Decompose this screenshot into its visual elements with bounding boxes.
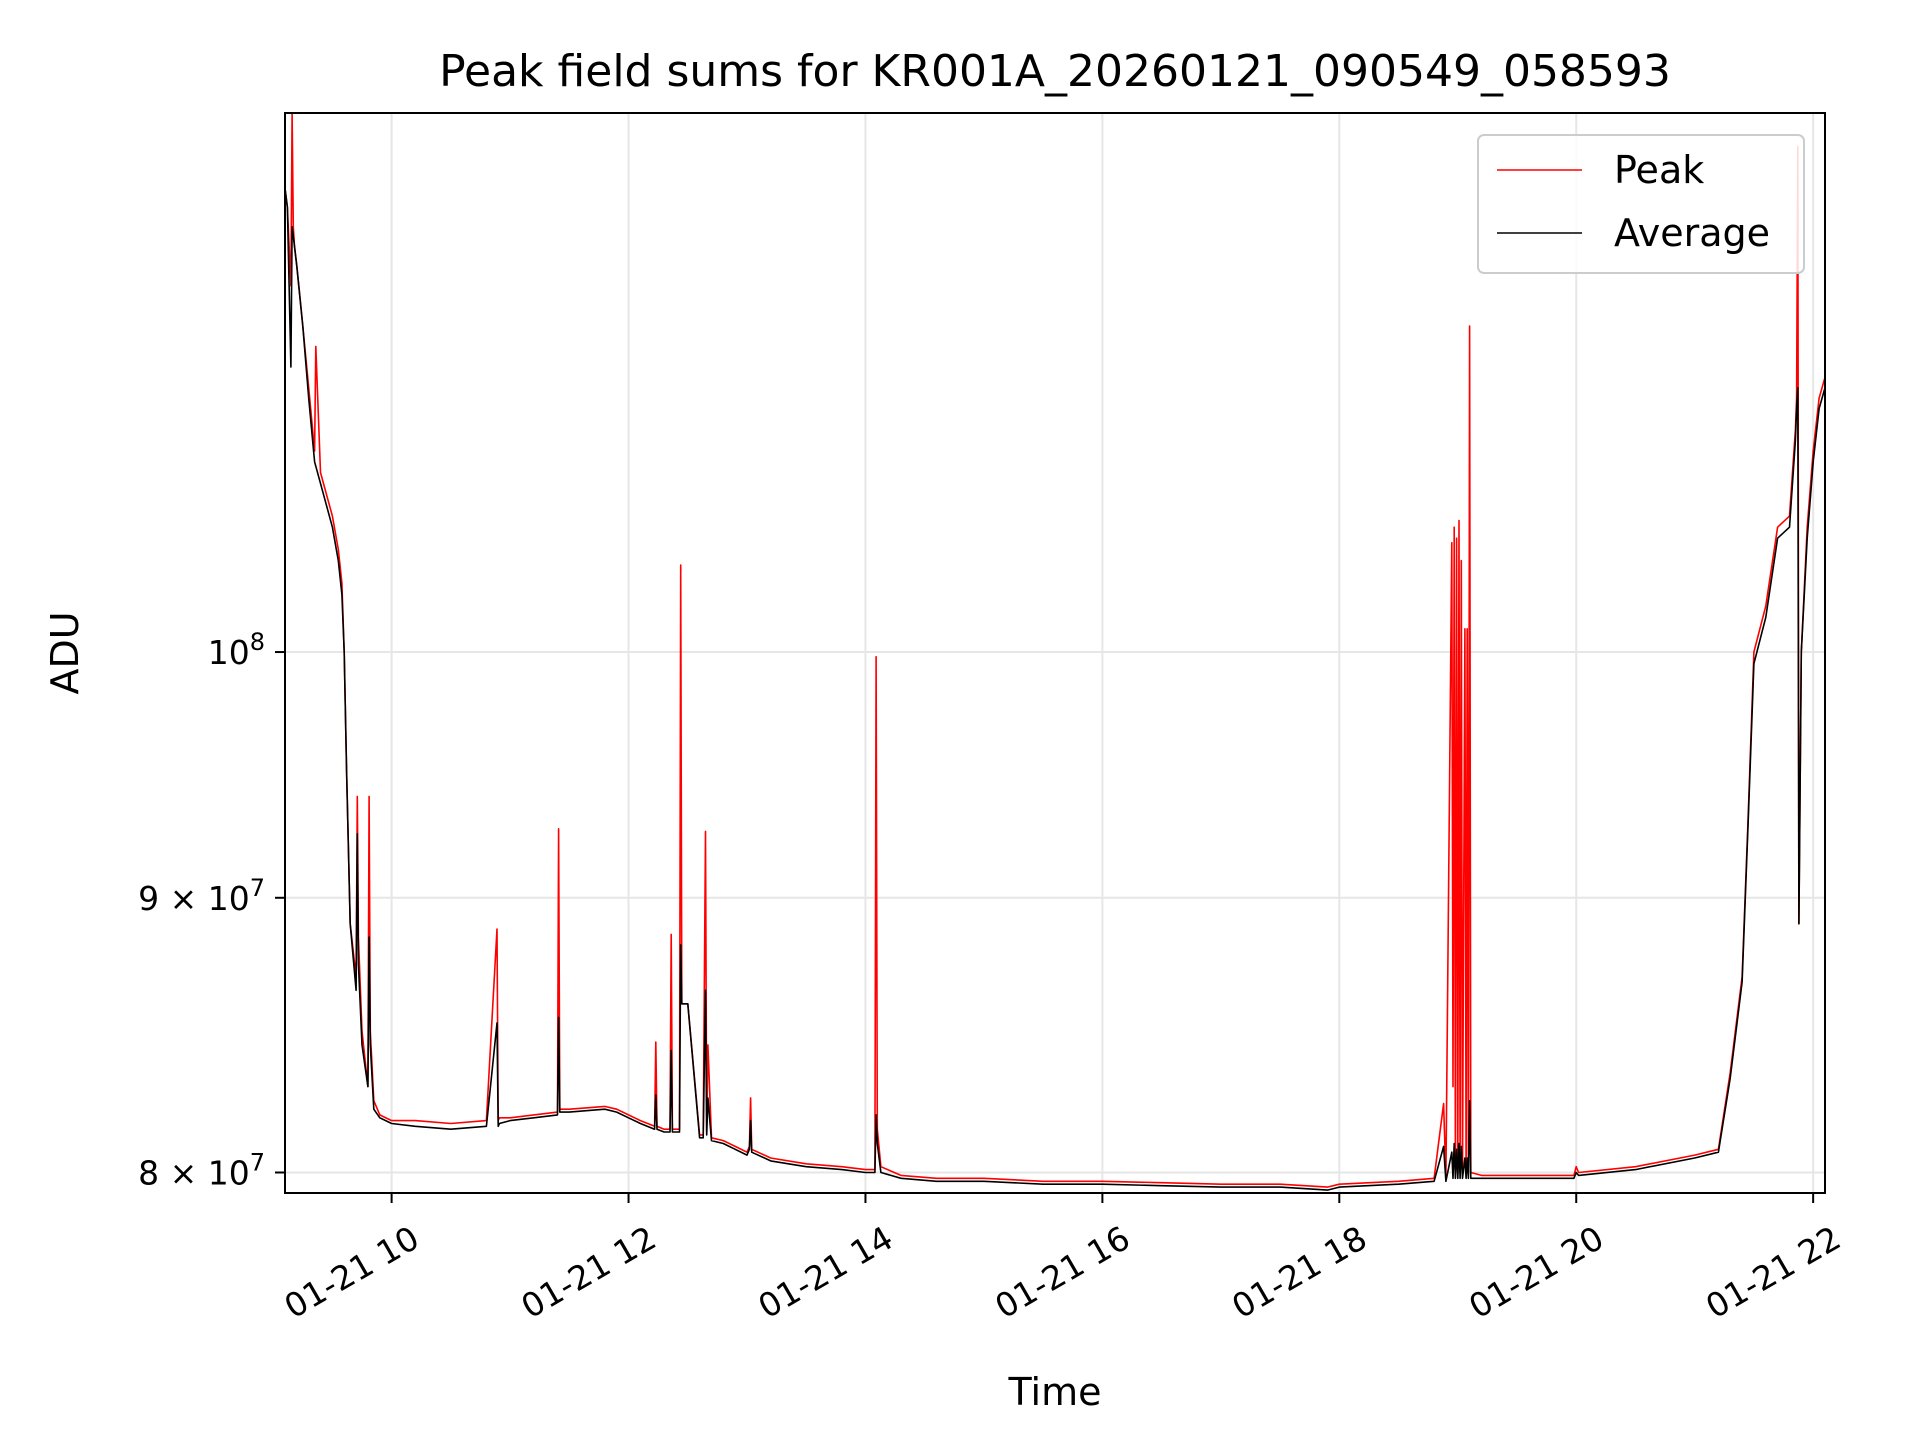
- y-axis-ticks: 8 × 107 9 × 107 108: [138, 628, 285, 1193]
- legend-label-peak: Peak: [1614, 148, 1704, 192]
- grid-lines: [285, 113, 1825, 1193]
- legend: Peak Average: [1477, 134, 1805, 274]
- legend-label-average: Average: [1614, 211, 1770, 255]
- chart-title: Peak field sums for KR001A_20260121_0905…: [439, 46, 1671, 97]
- series-layer: [285, 113, 1825, 1191]
- x-axis-label: Time: [1008, 1370, 1102, 1414]
- y-tick-label: 108: [208, 628, 265, 672]
- series-line-average: [285, 188, 1825, 1191]
- y-tick-label: 8 × 107: [138, 1149, 265, 1193]
- y-tick-label: 9 × 107: [138, 874, 265, 918]
- y-axis-label: ADU: [43, 611, 87, 694]
